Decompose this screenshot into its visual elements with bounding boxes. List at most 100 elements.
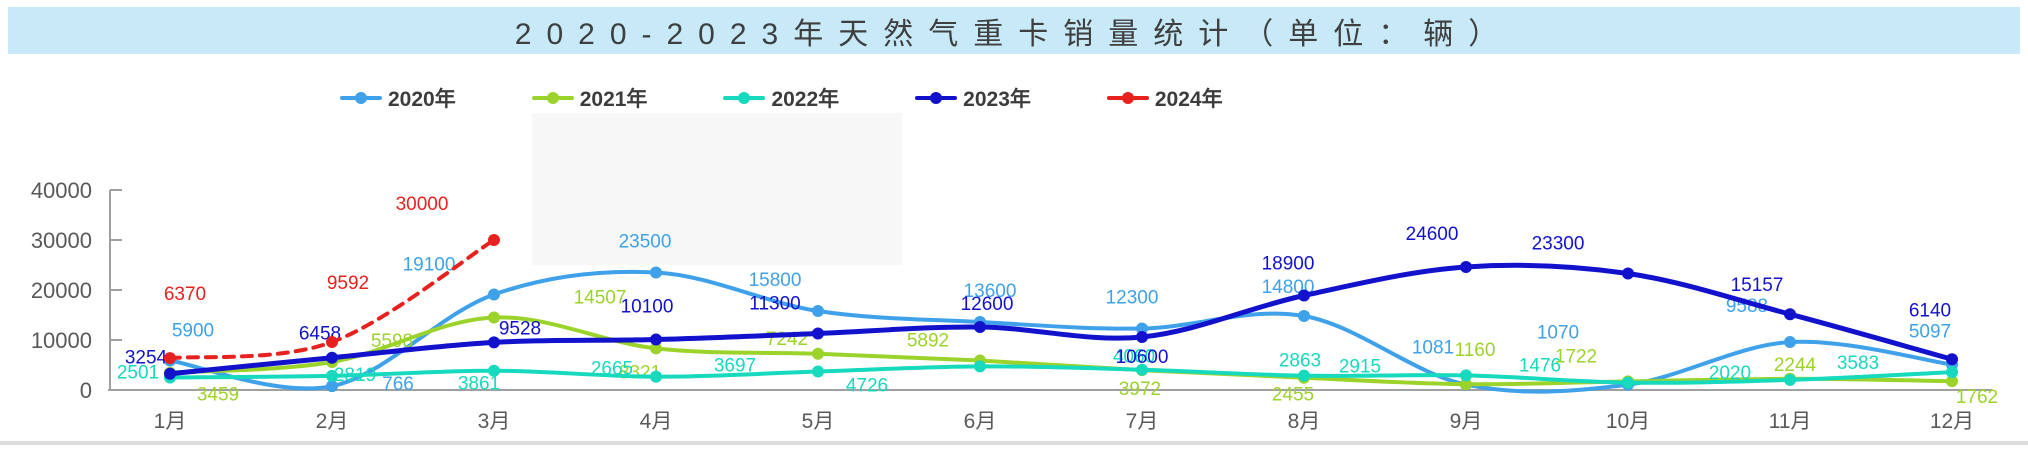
legend-item-2020: 2020年: [340, 83, 456, 113]
legend-label: 2020年: [388, 88, 456, 111]
x-tick-label: 4月: [640, 410, 673, 433]
data-label-2021-1月: 3459: [197, 385, 239, 406]
legend-item-2023: 2023年: [915, 83, 1031, 113]
x-tick-label: 7月: [1126, 410, 1159, 433]
point-2022-6月: [974, 360, 986, 373]
data-label-2024-3月: 30000: [396, 194, 449, 215]
x-tick-label: 5月: [802, 410, 835, 433]
point-2023-1月: [164, 367, 176, 380]
x-tick-label: 3月: [478, 410, 511, 433]
y-tick-label: 30000: [31, 228, 92, 253]
legend-line-dot-icon: [531, 91, 574, 105]
data-label-2022-6月: 4726: [846, 375, 888, 396]
data-label-2021-10月: 1722: [1555, 346, 1597, 367]
point-2020-11月: [1784, 336, 1796, 349]
point-2021-9月: [1460, 378, 1472, 391]
point-2023-11月: [1784, 308, 1796, 321]
data-label-2022-12月: 3583: [1837, 353, 1879, 374]
data-label-2022-2月: 2819: [334, 365, 376, 386]
point-2023-3月: [488, 336, 500, 349]
point-2023-5月: [812, 327, 824, 340]
data-label-2023-4月: 10100: [621, 297, 674, 318]
data-label-2022-7月: 4060: [1113, 347, 1155, 368]
point-2020-5月: [812, 305, 824, 317]
y-tick-label: 0: [80, 378, 92, 403]
point-2022-7月: [1136, 363, 1148, 376]
point-2020-4月: [650, 266, 662, 279]
data-label-2021-11月: 2244: [1774, 355, 1817, 376]
data-label-2023-10月: 23300: [1532, 234, 1585, 255]
legend-line-dot-icon: [1106, 91, 1149, 105]
data-label-2022-4月: 2665: [591, 359, 633, 380]
data-label-2022-5月: 3697: [714, 356, 756, 377]
page-title: 2020-2023年天然气重卡销量统计（单位：辆）: [514, 17, 1514, 51]
point-2023-7月: [1136, 331, 1148, 343]
data-label-2021-8月: 2455: [1272, 385, 1314, 406]
point-2024-2月: [326, 336, 338, 349]
point-2021-12月: [1946, 375, 1958, 388]
point-2022-2月: [326, 369, 338, 382]
x-tick-label: 2月: [316, 410, 349, 433]
data-label-2021-3月: 14507: [574, 287, 627, 308]
legend-label: 2024年: [1154, 88, 1223, 111]
point-2023-8月: [1298, 289, 1310, 302]
data-label-2020-12月: 5097: [1909, 322, 1951, 343]
legend-label: 2023年: [963, 88, 1031, 111]
data-label-2023-9月: 24600: [1406, 224, 1459, 245]
x-tick-label: 1月: [154, 410, 187, 433]
legend-item-2021: 2021年: [531, 83, 647, 113]
point-2022-12月: [1946, 366, 1958, 379]
line-2023: [167, 262, 1955, 377]
point-2022-11月: [1784, 373, 1796, 386]
x-tick-label: 12月: [1930, 410, 1974, 433]
data-label-2022-11月: 2020: [1709, 363, 1751, 384]
x-tick-label: 6月: [964, 410, 997, 433]
point-2023-10月: [1622, 267, 1634, 280]
point-2024-3月: [488, 234, 500, 246]
legend-line-dot-icon: [340, 91, 382, 105]
point-2020-3月: [488, 288, 500, 301]
y-tick-label: 10000: [31, 328, 92, 353]
point-2023-9月: [1460, 261, 1472, 273]
data-label-2020-10月: 1070: [1537, 323, 1579, 344]
data-label-2020-9月: 1081: [1412, 338, 1454, 359]
line-2022: [168, 364, 1954, 385]
data-label-2023-7月: 10600: [1116, 347, 1169, 368]
point-2020-7月: [1136, 322, 1148, 335]
data-label-2021-6月: 5892: [907, 331, 949, 352]
point-2022-3月: [488, 364, 500, 377]
bottom-divider: [0, 441, 2028, 445]
data-label-2023-8月: 18900: [1262, 254, 1315, 275]
point-2022-4月: [650, 370, 662, 383]
data-label-2021-12月: 1762: [1956, 387, 1998, 408]
data-label-2023-3月: 9528: [499, 318, 541, 339]
data-label-2023-11月: 15157: [1731, 275, 1784, 296]
point-2021-4月: [650, 342, 662, 355]
point-2022-10月: [1622, 376, 1634, 389]
point-2023-12月: [1946, 353, 1958, 366]
data-label-2021-9月: 1160: [1455, 340, 1496, 361]
data-label-2020-1月: 5900: [172, 321, 214, 342]
data-label-2024-1月: 6370: [164, 284, 206, 305]
sales-line-chart: 0 10000 20000 30000 40000 1月 2月 3月 4月 5月 6月 7月 8月 9月 1…: [31, 178, 1998, 433]
point-2021-3月: [488, 311, 500, 324]
data-label-2020-5月: 15800: [749, 270, 802, 291]
data-label-2020-2月: 766: [382, 374, 414, 395]
legend-item-2024: 2024年: [1106, 83, 1223, 113]
data-label-2023-5月: 11300: [749, 294, 800, 315]
point-2022-5月: [812, 365, 824, 378]
point-2022-8月: [1298, 369, 1310, 382]
point-2020-8月: [1298, 310, 1310, 322]
data-label-2022-3月: 3861: [458, 374, 500, 395]
data-label-2021-7月: 3972: [1119, 379, 1161, 400]
point-2022-9月: [1460, 369, 1472, 382]
title-banner: 2020-2023年天然气重卡销量统计（单位：辆）: [8, 7, 2020, 54]
data-label-2020-3月: 19100: [403, 255, 456, 276]
data-label-2023-12月: 6140: [1909, 300, 1951, 321]
x-tick-label: 11月: [1769, 410, 1812, 433]
x-tick-label: 9月: [1450, 410, 1483, 433]
x-tick-label: 8月: [1288, 410, 1321, 433]
data-label-2020-7月: 12300: [1106, 288, 1159, 309]
point-2021-5月: [812, 347, 824, 360]
legend-label: 2022年: [771, 88, 840, 111]
